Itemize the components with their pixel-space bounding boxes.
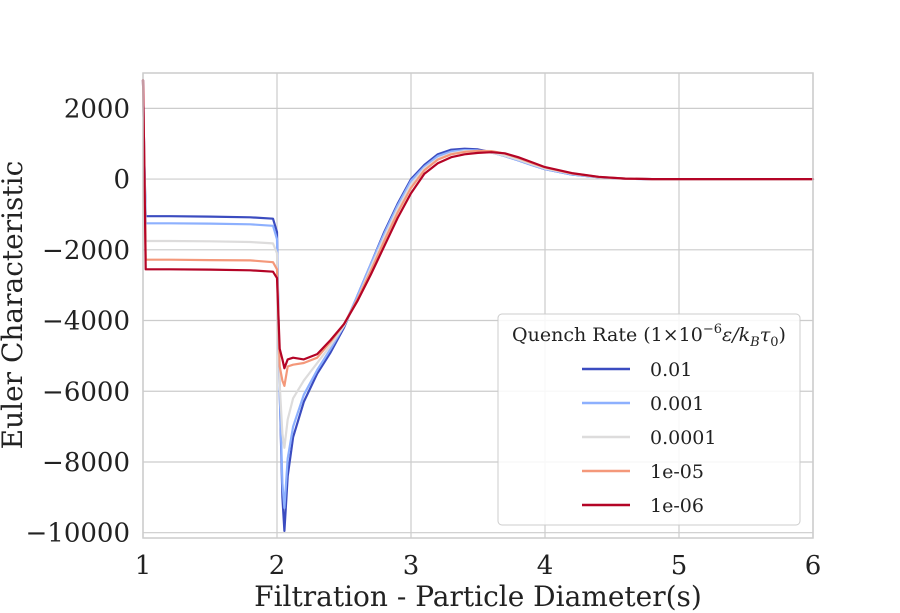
y-tick-label: −10000	[26, 519, 131, 549]
tick-labels: 1 2 3 4 5 6 2000 0 −2000 −4000 −6000 −8000 −10000	[26, 94, 822, 581]
plot-frame	[142, 72, 814, 539]
y-tick-label: −2000	[42, 236, 130, 266]
legend-box	[497, 313, 801, 526]
x-tick-label: 6	[805, 551, 822, 581]
x-tick-label: 4	[537, 551, 554, 581]
legend: Quench Rate (1×10−6ε/kBτ0) 0.01 0.001 0.00…	[497, 313, 801, 526]
y-tick-label: −8000	[42, 448, 130, 478]
legend-label: 1e-06	[650, 495, 704, 517]
y-tick-label: −4000	[42, 307, 130, 337]
y-tick-label: 0	[113, 165, 130, 195]
series-layer	[141, 78, 815, 533]
y-axis-title: Euler Characteristic	[0, 161, 29, 450]
legend-label: 0.001	[650, 393, 704, 415]
legend-label: 1e-05	[650, 461, 704, 483]
y-tick-label: −6000	[42, 377, 130, 407]
legend-title: Quench Rate (1×10−6ε/kBτ0)	[512, 322, 786, 350]
y-tick-label: 2000	[64, 94, 130, 124]
x-axis-title: Filtration - Particle Diameter(s)	[254, 580, 702, 613]
x-tick-label: 2	[269, 551, 286, 581]
x-tick-label: 5	[671, 551, 688, 581]
x-tick-label: 1	[135, 551, 152, 581]
legend-label: 0.0001	[650, 427, 716, 449]
series-line-1e-06	[141, 78, 815, 370]
x-tick-label: 3	[403, 551, 420, 581]
legend-entries: 0.01 0.001 0.0001 1e-05 1e-06	[582, 359, 716, 517]
legend-label: 0.01	[650, 359, 692, 381]
